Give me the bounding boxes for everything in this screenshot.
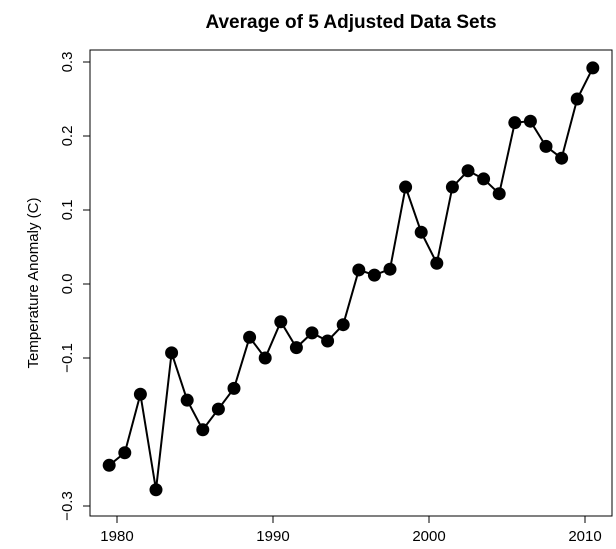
point xyxy=(477,172,491,186)
y-tick-label: 0.1 xyxy=(59,200,76,221)
point xyxy=(445,180,459,194)
point xyxy=(414,225,428,239)
x-tick-label: 2000 xyxy=(412,528,445,544)
y-axis-label: Temperature Anomaly (C) xyxy=(25,198,42,369)
point xyxy=(336,318,350,332)
point xyxy=(430,256,444,270)
point xyxy=(289,341,303,355)
point xyxy=(555,151,569,165)
point xyxy=(165,346,179,360)
x-tick-label: 1990 xyxy=(256,528,289,544)
y-tick-label: 0.0 xyxy=(59,274,76,295)
y-tick-label: −0.3 xyxy=(59,491,76,521)
point xyxy=(227,381,241,395)
point xyxy=(492,187,506,201)
point xyxy=(352,263,366,277)
x-tick-label: 1980 xyxy=(100,528,133,544)
point xyxy=(102,458,116,472)
point xyxy=(149,483,163,497)
point xyxy=(196,423,210,437)
series-line xyxy=(108,67,594,490)
point xyxy=(586,61,600,75)
plot-frame xyxy=(89,49,613,517)
point xyxy=(367,268,381,282)
point xyxy=(508,116,522,130)
point xyxy=(133,387,147,401)
x-tick-label: 2010 xyxy=(568,528,601,544)
point xyxy=(383,262,397,276)
point xyxy=(570,92,584,106)
point xyxy=(274,315,288,329)
point xyxy=(399,180,413,194)
point xyxy=(211,402,225,416)
point xyxy=(305,326,319,340)
point xyxy=(258,351,272,365)
point xyxy=(180,393,194,407)
point xyxy=(243,330,257,344)
y-tick-label: 0.2 xyxy=(59,126,76,147)
point xyxy=(118,446,132,460)
chart-title: Average of 5 Adjusted Data Sets xyxy=(205,12,496,33)
point xyxy=(523,114,537,128)
point xyxy=(461,164,475,178)
y-tick-label: 0.3 xyxy=(59,52,76,73)
point xyxy=(539,139,553,153)
point xyxy=(321,334,335,348)
y-tick-label: −0.1 xyxy=(59,343,76,373)
